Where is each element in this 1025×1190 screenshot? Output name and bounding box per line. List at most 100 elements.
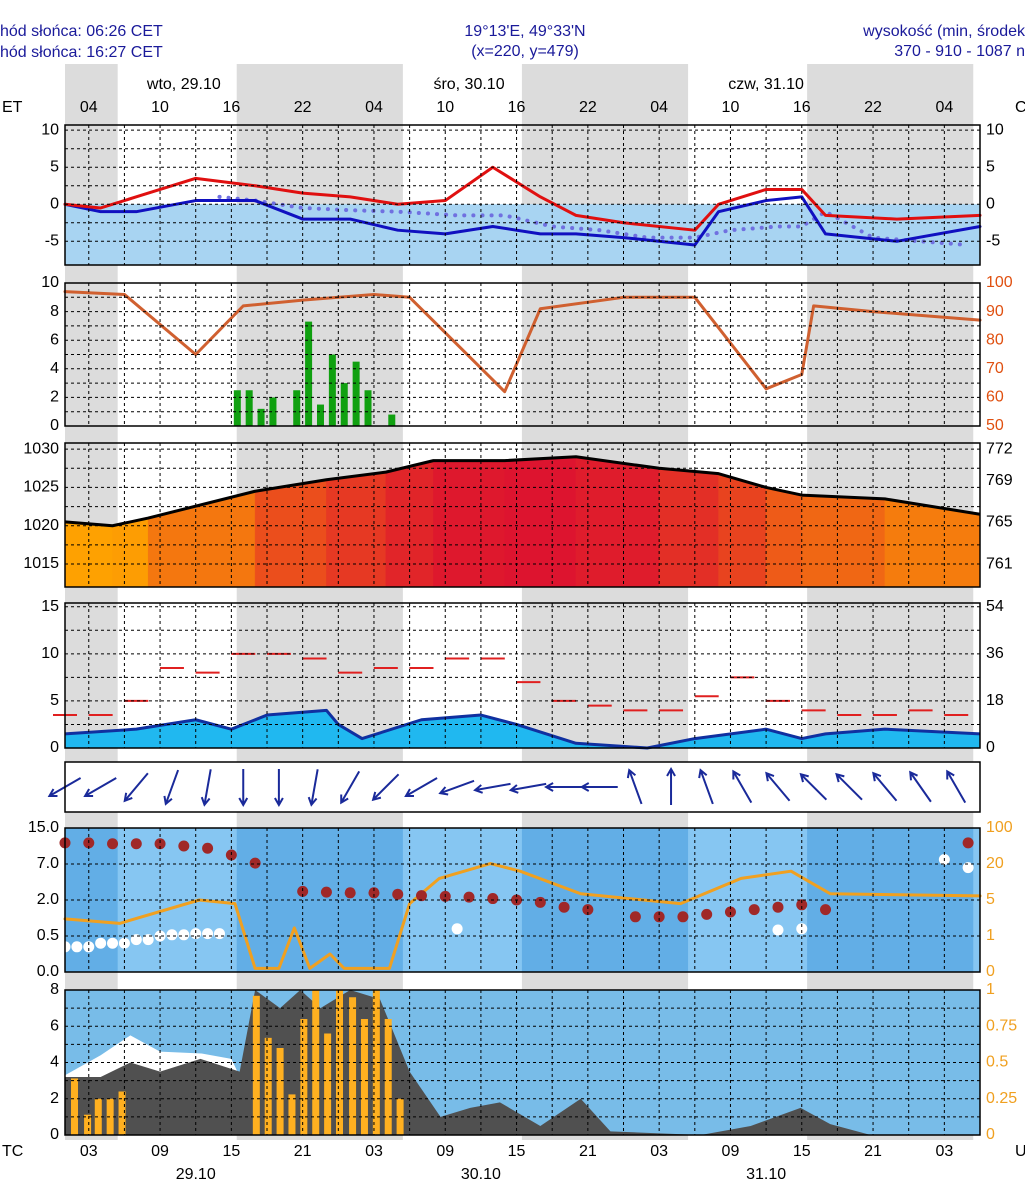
top-hour-label: 10 (151, 99, 169, 116)
point (368, 887, 380, 899)
y-tick-label: 10 (41, 121, 59, 138)
y-tick-label: 10 (41, 274, 59, 291)
area-segment (254, 479, 327, 588)
bar (118, 1091, 126, 1135)
bar (328, 354, 336, 426)
wind-arrow (238, 769, 249, 808)
point (748, 904, 760, 916)
bar (269, 397, 277, 426)
elevation-values: 370 - 910 - 1087 n (894, 43, 1025, 60)
point (962, 837, 974, 849)
top-hour-label: 10 (436, 99, 454, 116)
bar (84, 1114, 92, 1135)
top-hour-label: 22 (579, 99, 597, 116)
point (83, 941, 95, 953)
y-tick-label: 4 (50, 1054, 59, 1071)
y2-tick-label: 0 (986, 739, 995, 756)
bar (372, 990, 380, 1135)
wind-arrow (274, 769, 284, 808)
y-tick-label: 6 (50, 1017, 59, 1034)
area-segment (433, 460, 505, 588)
y2-tick-label: 100 (986, 274, 1013, 291)
point (154, 838, 166, 850)
wind-arrow (835, 772, 863, 801)
point (213, 928, 225, 940)
point (178, 840, 190, 852)
bar (349, 997, 357, 1135)
point (463, 891, 475, 903)
wind-arrow (371, 773, 400, 802)
timezone-top: ET (2, 99, 23, 116)
y-tick-label: 15 (41, 598, 59, 615)
bar (336, 990, 343, 1135)
y2-tick-label: 0.75 (986, 1017, 1017, 1034)
panel-background (65, 762, 980, 812)
bar (388, 414, 396, 426)
wind-arrow (340, 770, 361, 805)
bottom-day-label: 30.10 (461, 1166, 501, 1183)
bar (396, 1098, 404, 1135)
bottom-hour-label: 21 (579, 1143, 597, 1160)
y-tick-label: 7.0 (37, 855, 59, 872)
point (962, 862, 974, 874)
y-tick-label: -5 (45, 233, 59, 250)
grid-point: (x=220, y=479) (471, 43, 579, 60)
panel-border (64, 442, 981, 588)
y-tick-label: 2.0 (37, 891, 59, 908)
bar (293, 390, 301, 426)
top-day-label: wto, 29.10 (146, 76, 221, 93)
wind-arrow (200, 769, 212, 807)
wind-arrow (765, 771, 791, 802)
bar (245, 390, 253, 426)
bar (316, 404, 324, 426)
area-segment (718, 473, 767, 588)
area-segment (504, 456, 577, 588)
y2-tick-label: 100 (986, 819, 1013, 836)
point (320, 886, 332, 898)
y-tick-label: 0 (50, 417, 59, 434)
y-tick-label: 2 (50, 389, 59, 406)
point (772, 901, 784, 913)
wind-arrow (83, 777, 117, 798)
y2-tick-label: 18 (986, 692, 1004, 709)
top-hour-label: 16 (793, 99, 811, 116)
point (629, 911, 641, 923)
y-tick-label: 1025 (23, 479, 59, 496)
bottom-hour-label: 15 (793, 1143, 811, 1160)
point (820, 904, 832, 916)
y-tick-label: 1015 (23, 555, 59, 572)
bottom-hour-label: 03 (935, 1143, 953, 1160)
wind-arrow (123, 772, 149, 803)
top-day-label: czw, 31.10 (728, 76, 804, 93)
timezone-top-right: C (1015, 99, 1025, 116)
bottom-hour-label: 03 (80, 1143, 98, 1160)
y2-tick-label: 60 (986, 389, 1004, 406)
point (142, 934, 154, 946)
wind-arrow (626, 768, 643, 805)
wind-arrow (579, 782, 618, 792)
point (534, 896, 546, 908)
y2-tick-label: 70 (986, 360, 1004, 377)
bottom-hour-label: 09 (722, 1143, 740, 1160)
y-tick-label: 6 (50, 331, 59, 348)
point (344, 887, 356, 899)
area-segment (765, 487, 803, 588)
wind-arrow (698, 768, 714, 805)
bottom-hour-label: 15 (222, 1143, 240, 1160)
y-tick-label: 8 (50, 303, 59, 320)
wind-arrow (946, 769, 967, 804)
top-hour-label: 04 (365, 99, 383, 116)
y2-tick-label: 10 (986, 121, 1004, 138)
bottom-hour-label: 21 (864, 1143, 882, 1160)
wind-arrow (872, 771, 898, 802)
y-tick-label: 0 (50, 1126, 59, 1143)
line (63, 195, 982, 247)
point (107, 838, 119, 850)
bar (94, 1098, 102, 1135)
bar (324, 1033, 332, 1135)
bottom-hour-label: 09 (436, 1143, 454, 1160)
panel-border (64, 761, 981, 813)
y2-tick-label: 0 (986, 195, 995, 212)
top-hour-label: 16 (508, 99, 526, 116)
